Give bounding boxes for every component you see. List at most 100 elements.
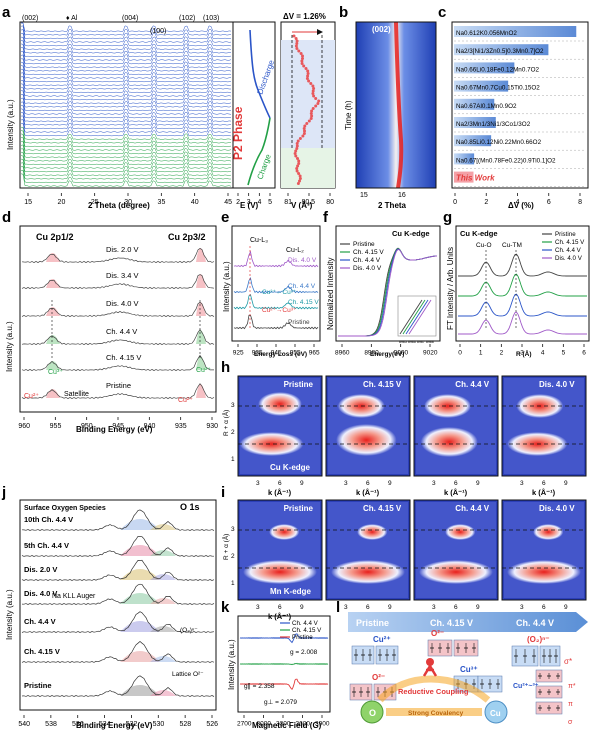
h-map-title: Ch. 4.4 V xyxy=(455,380,489,389)
j-fit-peak xyxy=(120,545,160,556)
volume-point xyxy=(305,122,309,125)
h-map-ytick: 3 xyxy=(231,402,235,409)
d-fit-peak xyxy=(196,302,206,316)
volume-point xyxy=(310,109,314,113)
h-edge-label: Cu K-edge xyxy=(270,463,311,472)
l-covalency: Strong Covalency xyxy=(408,710,464,717)
d-tick-label: 940 xyxy=(144,423,156,430)
xrd-pattern xyxy=(20,36,232,50)
i-map-blob xyxy=(419,560,493,584)
volume-point xyxy=(307,119,311,123)
volume-point xyxy=(294,149,298,153)
v-tick-label: 80 xyxy=(326,199,334,206)
volume-point xyxy=(314,97,318,100)
i-map-frame xyxy=(413,499,499,601)
volume-point xyxy=(306,72,310,75)
h-map-frame xyxy=(237,375,323,477)
volume-point xyxy=(311,92,315,95)
f-inset-line xyxy=(408,299,432,335)
xrd-pattern xyxy=(20,130,232,144)
stage-pristine: Pristine xyxy=(356,618,389,628)
xrd-pattern xyxy=(20,105,232,119)
h-map-xtick: 6 xyxy=(366,480,370,487)
volume-point xyxy=(295,142,299,145)
h-map-blob xyxy=(424,394,472,418)
d-satellite: Satellite xyxy=(64,391,89,398)
i-map-blob xyxy=(269,524,300,540)
o-sphere xyxy=(360,700,384,724)
peak-100: (100) xyxy=(150,28,166,35)
panel-a: a (002) ♦ Al (004) (100) (102) (103) Int… xyxy=(2,4,336,210)
volume-point xyxy=(301,54,304,58)
xrd-pattern xyxy=(20,101,232,115)
d-title-12: Cu 2p1/2 xyxy=(36,232,74,242)
xrd-pattern xyxy=(20,61,232,75)
xrd-pattern xyxy=(20,144,232,158)
b-xlabel: 2 Theta xyxy=(378,201,407,210)
f-inset-tick: 8985 xyxy=(399,340,407,344)
panel-h: h Pristine 3 6 9 k (Å⁻¹) Ch. 4.15 V 3 6 9 k (Å⁻¹)… xyxy=(221,359,587,497)
i-map-title: Ch. 4.4 V xyxy=(455,504,489,513)
a-tick-label: 40 xyxy=(191,199,199,206)
l-sigmastar: σ* xyxy=(564,657,572,666)
j-curve-label: 10th Ch. 4.4 V xyxy=(24,515,73,524)
f-inset-line xyxy=(405,299,429,335)
d-spectrum xyxy=(21,383,215,400)
j-xlabel: Binding Energy (eV) xyxy=(76,721,153,730)
xrd-pattern xyxy=(20,90,232,104)
volume-point xyxy=(295,167,299,170)
volume-point xyxy=(309,112,313,115)
e2-tick-label: 965 xyxy=(309,350,320,357)
j-fit-peak xyxy=(120,569,160,580)
j-curve-label: 5th Ch. 4.4 V xyxy=(24,541,69,550)
h-map-frame xyxy=(413,375,499,477)
volume-point xyxy=(298,179,301,183)
volume-point xyxy=(295,39,299,43)
f-ylabel: Normalized Intensity xyxy=(326,258,335,330)
c-bar xyxy=(454,98,495,110)
j-spectrum xyxy=(21,535,215,557)
xrd-patterns xyxy=(20,22,232,187)
h-map-ylabel: R + α (Å) xyxy=(221,410,230,436)
i-map-xtick: 3 xyxy=(344,604,348,611)
j-xticks: 540 538 536 534 532 530 528 526 xyxy=(18,715,218,728)
c-item-label: Na2/3[Ni1/3Zn0.5]0.3Mn0.7]O2 xyxy=(456,48,544,55)
xrd-pattern xyxy=(20,148,232,162)
e-spectrum xyxy=(233,277,319,294)
xrd-pattern xyxy=(20,33,232,47)
volume-shade-charge xyxy=(281,148,335,188)
c-item-label: Na0.66Li0.18Fe0.12Mn0.7O2 xyxy=(456,66,539,73)
i-map-xtick: 6 xyxy=(454,604,458,611)
i-map-title: Dis. 4.0 V xyxy=(539,504,575,513)
stage-arrow xyxy=(348,612,588,632)
g-legend-label: Ch. 4.4 V xyxy=(555,247,582,254)
d-cu3-right: Cu³⁺ xyxy=(196,367,211,374)
k-ylabel: Intensity (a.u.) xyxy=(227,639,236,690)
volume-point xyxy=(301,134,305,138)
c-bar xyxy=(454,80,509,92)
xrd-pattern xyxy=(20,112,232,126)
volume-point xyxy=(294,154,298,158)
h-map-xtick: 9 xyxy=(564,480,568,487)
c-bar xyxy=(454,171,474,183)
e-l2: Cu-L₂ xyxy=(286,247,304,254)
orbital-diagrams xyxy=(349,639,563,715)
j-curve-label: Pristine xyxy=(24,681,52,690)
j-spectra: 10th Ch. 4.4 V 5th Ch. 4.4 V Dis. 2.0 V Dis… xyxy=(21,509,215,697)
f-legend-label: Dis. 4.0 V xyxy=(353,265,382,272)
d-cu2-left: Cu²⁺ xyxy=(24,393,39,400)
c-item-label: Na0.612K0.056MnO2 xyxy=(456,30,517,37)
e-l3: Cu-L₃ xyxy=(250,237,268,244)
f-spectrum xyxy=(338,248,438,337)
b-xtick-15: 15 xyxy=(360,192,368,199)
i-map-blob xyxy=(445,524,476,540)
c-item-label: Na0.85Li0.12Ni0.22Mn0.66O2 xyxy=(456,139,542,146)
panel-i-label: i xyxy=(221,484,225,501)
volume-point xyxy=(302,132,306,135)
i-map-ytick: 2 xyxy=(231,553,235,560)
g-tick-label: 1 xyxy=(479,350,483,357)
panel-k-label: k xyxy=(221,599,230,616)
v-tick-label: 81 xyxy=(284,199,292,206)
d-curve-label: Ch. 4.15 V xyxy=(106,353,141,362)
